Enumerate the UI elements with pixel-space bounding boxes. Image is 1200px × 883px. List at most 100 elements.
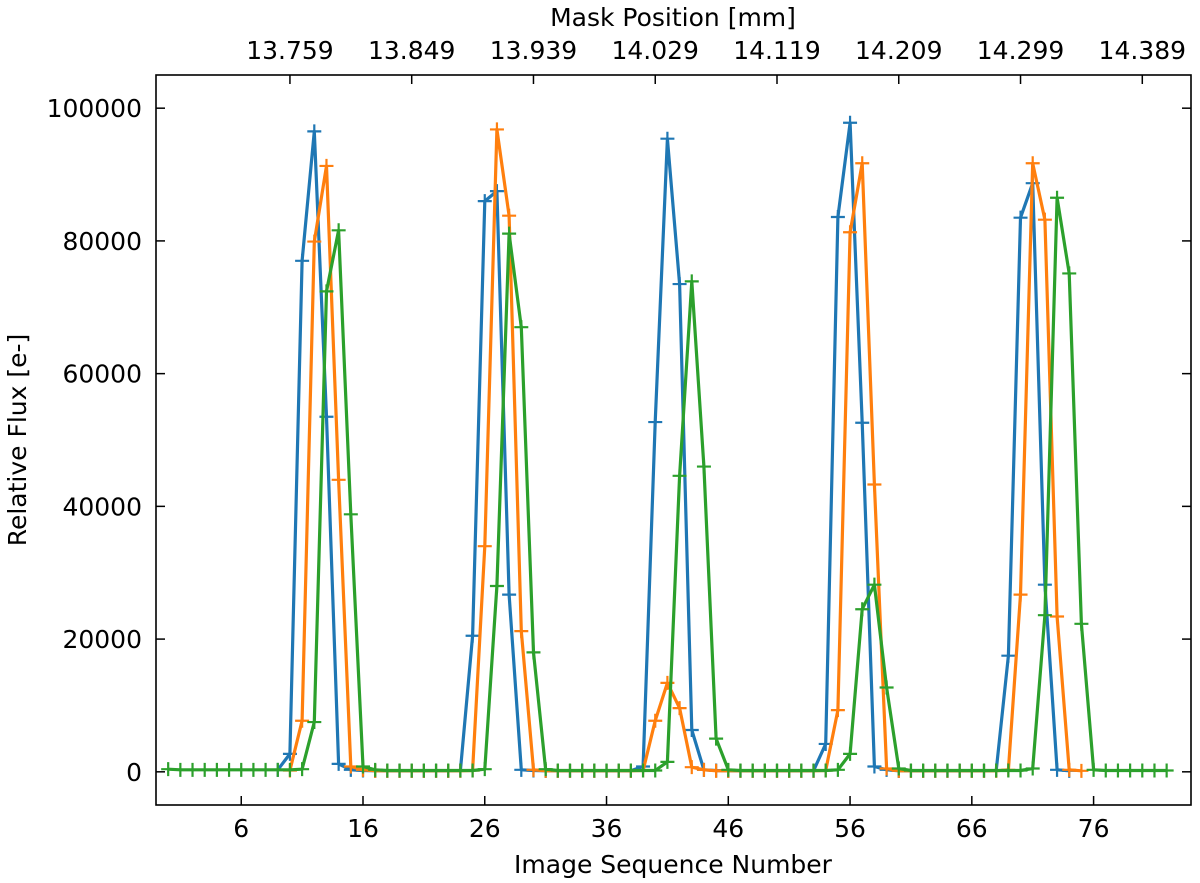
data-point [830, 703, 845, 718]
x-tick-label: 6 [233, 814, 249, 843]
data-point [1013, 210, 1028, 225]
data-point [648, 415, 663, 430]
top-tick-label: 14.119 [733, 36, 820, 65]
data-point [770, 763, 784, 778]
data-point [903, 763, 918, 778]
data-point [855, 156, 870, 171]
data-point [161, 762, 176, 777]
data-point [319, 158, 334, 173]
data-point [1013, 763, 1028, 778]
top-tick-label: 13.939 [490, 36, 577, 65]
data-point [319, 284, 334, 299]
y-tick-label: 100000 [47, 94, 142, 123]
data-point [173, 762, 188, 777]
data-point [477, 194, 492, 209]
top-tick-label: 14.209 [855, 36, 942, 65]
y-tick-label: 40000 [62, 492, 142, 521]
data-point [843, 225, 858, 240]
data-point [1001, 648, 1016, 663]
data-point [307, 715, 322, 730]
data-point [270, 762, 285, 777]
data-point [794, 763, 809, 778]
data-point [1062, 266, 1077, 281]
data-point [1050, 762, 1065, 777]
data-point [757, 763, 772, 778]
data-point [209, 762, 224, 777]
data-point [599, 763, 614, 778]
data-point [1037, 608, 1052, 623]
data-point [307, 234, 322, 249]
data-point [392, 763, 407, 778]
data-point [489, 122, 504, 137]
data-point [587, 763, 602, 778]
data-point [623, 763, 638, 778]
data-point [404, 763, 419, 778]
data-point [465, 628, 480, 643]
data-point [648, 763, 663, 778]
data-point [246, 762, 261, 777]
x-tick-label: 56 [834, 814, 866, 843]
data-point [441, 763, 456, 778]
data-point [830, 762, 845, 777]
x-tick-label: 66 [956, 814, 988, 843]
data-point [502, 208, 517, 223]
data-point [489, 579, 504, 593]
data-point [952, 763, 967, 778]
data-point [295, 762, 310, 777]
data-point [1147, 763, 1162, 778]
data-point [782, 763, 797, 778]
x-tick-label: 26 [469, 814, 501, 843]
data-point [696, 459, 711, 474]
data-point [429, 763, 444, 778]
data-point [453, 763, 468, 778]
data-point [282, 762, 297, 777]
data-point [331, 472, 346, 487]
data-point [1025, 761, 1040, 776]
data-point [648, 713, 663, 728]
data-point [380, 763, 395, 778]
data-point [843, 115, 858, 130]
data-point [818, 763, 833, 778]
data-point [1050, 190, 1065, 205]
data-point [563, 763, 577, 778]
top-axis-title: Mask Position [mm] [550, 3, 796, 32]
data-point [197, 762, 212, 777]
y-tick-label: 0 [126, 758, 142, 787]
data-point [368, 762, 383, 777]
data-point [514, 762, 529, 777]
ticks-layer: 6 16 26 36 46 56 66 76 0 20000 40000 60000 80000 1000… [47, 36, 1191, 843]
data-point [879, 761, 894, 776]
data-point [843, 746, 858, 761]
data-point [1086, 762, 1101, 777]
data-point [684, 760, 699, 775]
y-tick-label: 20000 [62, 625, 142, 654]
data-point [1074, 763, 1089, 778]
data-point [916, 763, 931, 778]
top-tick-label: 14.389 [1099, 36, 1186, 65]
data-point [526, 645, 541, 660]
data-point [331, 223, 346, 238]
data-point [709, 763, 724, 778]
data-point [928, 763, 943, 778]
data-point [295, 253, 310, 268]
top-tick-label: 13.759 [246, 36, 333, 65]
data-point [258, 762, 273, 777]
data-point [1110, 763, 1125, 778]
data-point [295, 713, 310, 728]
data-point [1159, 763, 1174, 778]
data-point [940, 763, 955, 778]
data-point [331, 756, 346, 771]
plot-frame [155, 74, 1192, 806]
y-axis-title: Relative Flux [e-] [3, 334, 32, 547]
data-point [989, 763, 1004, 778]
data-point [855, 602, 870, 617]
data-point [538, 762, 553, 777]
data-point [575, 763, 590, 778]
data-point [672, 277, 687, 292]
x-tick-label: 16 [347, 814, 379, 843]
top-tick-label: 14.299 [977, 36, 1064, 65]
data-point [1123, 763, 1138, 778]
data-point [672, 701, 687, 716]
data-point [514, 624, 529, 639]
